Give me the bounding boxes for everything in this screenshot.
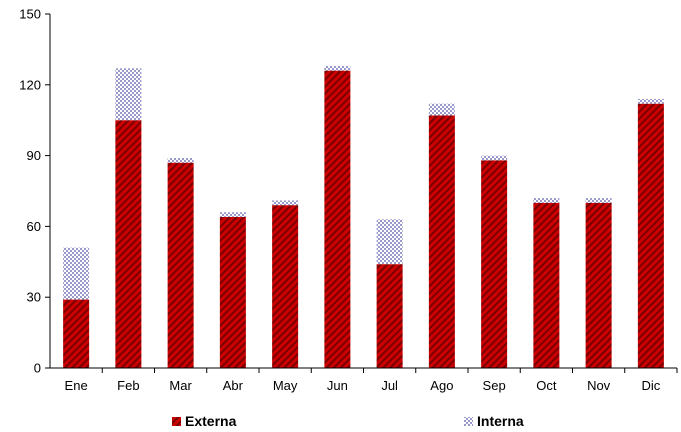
x-tick-label: Jun xyxy=(327,378,348,393)
bar-interna-feb xyxy=(115,68,142,121)
bar-externa-nov xyxy=(585,202,612,368)
x-axis-labels: Ene Feb Mar Abr May Jun Jul Ago Sep Oct Nov Dic xyxy=(65,368,678,393)
bar-interna-jun xyxy=(324,65,351,71)
bar-interna-nov xyxy=(585,198,612,203)
y-tick-label: 0 xyxy=(34,361,41,376)
x-tick-label: Jul xyxy=(381,378,398,393)
bar-externa-feb xyxy=(115,120,142,368)
x-tick-label: Abr xyxy=(223,378,244,393)
bar-externa-jul xyxy=(376,264,403,368)
y-tick-label: 30 xyxy=(27,290,41,305)
bar-externa-oct xyxy=(533,202,560,368)
bar-externa-ago xyxy=(428,115,455,368)
y-tick-label: 60 xyxy=(27,219,41,234)
y-tick-label: 150 xyxy=(19,7,41,22)
bar-interna-oct xyxy=(533,198,560,203)
x-tick-label: Feb xyxy=(117,378,139,393)
legend: Externa Interna xyxy=(172,413,524,429)
bars-group xyxy=(63,65,664,369)
y-tick-label: 90 xyxy=(27,148,41,163)
legend-label-interna: Interna xyxy=(477,413,524,429)
bar-externa-jun xyxy=(324,70,351,368)
bar-interna-ago xyxy=(428,103,455,116)
x-tick-label: Ene xyxy=(65,378,88,393)
y-tick-label: 120 xyxy=(19,77,41,92)
x-tick-label: Sep xyxy=(483,378,506,393)
x-tick-label: Nov xyxy=(587,378,611,393)
bar-externa-mar xyxy=(167,162,194,368)
bar-interna-sep xyxy=(481,155,508,161)
bar-interna-abr xyxy=(219,212,246,217)
x-tick-label: Oct xyxy=(536,378,557,393)
x-tick-label: Dic xyxy=(641,378,660,393)
bar-externa-dic xyxy=(637,103,664,369)
x-tick-label: Mar xyxy=(169,378,192,393)
bar-interna-jul xyxy=(376,219,403,265)
legend-swatch-interna xyxy=(464,417,473,426)
bar-externa-abr xyxy=(219,216,246,368)
bar-externa-ene xyxy=(63,299,90,368)
y-axis-ticks: 0 30 60 90 120 150 xyxy=(19,7,50,376)
bar-interna-ene xyxy=(63,247,90,300)
x-tick-label: Ago xyxy=(430,378,453,393)
x-tick-label: May xyxy=(273,378,298,393)
bar-interna-mar xyxy=(167,157,194,163)
legend-label-externa: Externa xyxy=(185,413,237,429)
bar-interna-dic xyxy=(637,98,664,104)
bar-externa-may xyxy=(272,205,299,368)
legend-swatch-externa xyxy=(172,417,181,426)
bar-interna-may xyxy=(272,200,299,206)
bar-externa-sep xyxy=(481,160,508,368)
